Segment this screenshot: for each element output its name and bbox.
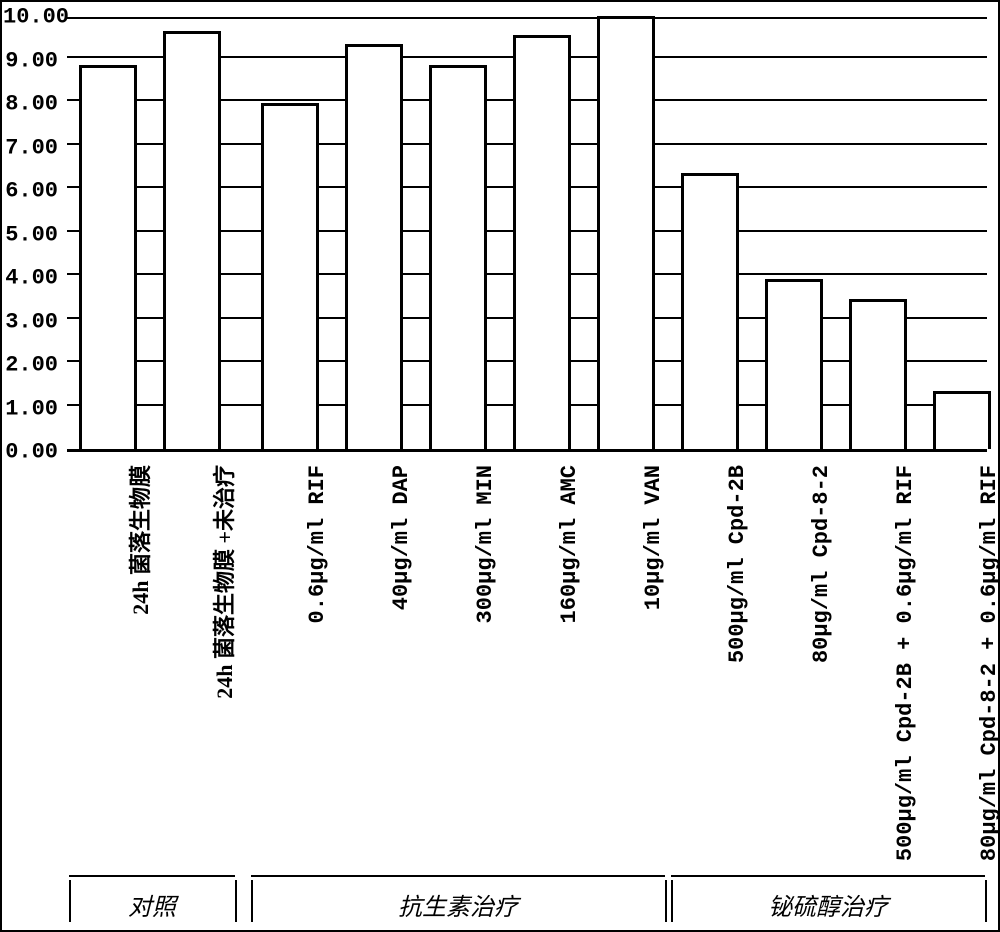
group-label-text: 铋硫醇治疗 xyxy=(768,895,888,921)
group-label: 对照 xyxy=(69,875,235,922)
y-tick-label: 1.00 xyxy=(3,396,58,421)
x-tick-label: 500μg/ml Cpd-2B + 0.6μg/ml RIF xyxy=(893,465,918,861)
bar xyxy=(513,35,571,449)
x-tick-label: 80μg/ml Cpd-8-2 xyxy=(809,465,834,663)
y-tick-label: 8.00 xyxy=(3,92,58,117)
y-tick-label: 10.00 xyxy=(3,5,58,30)
group-labels-row: 对照 抗生素治疗 铋硫醇治疗 xyxy=(67,862,987,922)
plot-area xyxy=(67,17,987,452)
group-label-text: 对照 xyxy=(128,895,176,921)
bar xyxy=(261,103,319,449)
group-label: 铋硫醇治疗 xyxy=(671,875,985,922)
x-tick-label: 300μg/ml MIN xyxy=(473,465,498,623)
y-tick-label: 2.00 xyxy=(3,353,58,378)
bar xyxy=(429,65,487,449)
group-divider xyxy=(69,880,71,922)
y-tick-label: 0.00 xyxy=(3,440,58,465)
y-tick-label: 4.00 xyxy=(3,266,58,291)
group-divider xyxy=(985,880,987,922)
y-tick-label: 9.00 xyxy=(3,48,58,73)
bar xyxy=(933,391,991,449)
x-tick-label: 0.6μg/ml RIF xyxy=(305,465,330,623)
x-tick-label: 24h 菌落生物膜 +未治疗 xyxy=(207,465,239,699)
group-label-text: 抗生素治疗 xyxy=(398,895,518,921)
bar xyxy=(765,279,823,450)
bar xyxy=(849,299,907,450)
group-divider xyxy=(665,880,667,922)
y-tick-label: 5.00 xyxy=(3,222,58,247)
x-tick-label: 500μg/ml Cpd-2B xyxy=(725,465,750,663)
x-tick-label: 160μg/ml AMC xyxy=(557,465,582,623)
x-tick-label: 10μg/ml VAN xyxy=(641,465,666,610)
y-tick-label: 6.00 xyxy=(3,179,58,204)
bar xyxy=(79,65,137,449)
group-divider xyxy=(235,880,237,922)
group-label: 抗生素治疗 xyxy=(251,875,665,922)
bar xyxy=(163,31,221,449)
bar xyxy=(597,16,655,449)
bar xyxy=(345,44,403,449)
bars-container xyxy=(67,19,987,449)
x-axis-labels: 24h 菌落生物膜 24h 菌落生物膜 +未治疗 0.6μg/ml RIF 40… xyxy=(67,457,987,837)
y-tick-label: 3.00 xyxy=(3,309,58,334)
group-divider xyxy=(251,880,253,922)
x-tick-label: 40μg/ml DAP xyxy=(389,465,414,610)
x-tick-label: 80μg/ml Cpd-8-2 + 0.6μg/ml RIF xyxy=(977,465,1000,861)
bar xyxy=(681,173,739,449)
y-tick-label: 7.00 xyxy=(3,135,58,160)
group-divider xyxy=(671,880,673,922)
x-tick-label: 24h 菌落生物膜 xyxy=(123,465,155,615)
bar-chart: 0.00 1.00 2.00 3.00 4.00 5.00 6.00 7.00 … xyxy=(0,0,1000,932)
